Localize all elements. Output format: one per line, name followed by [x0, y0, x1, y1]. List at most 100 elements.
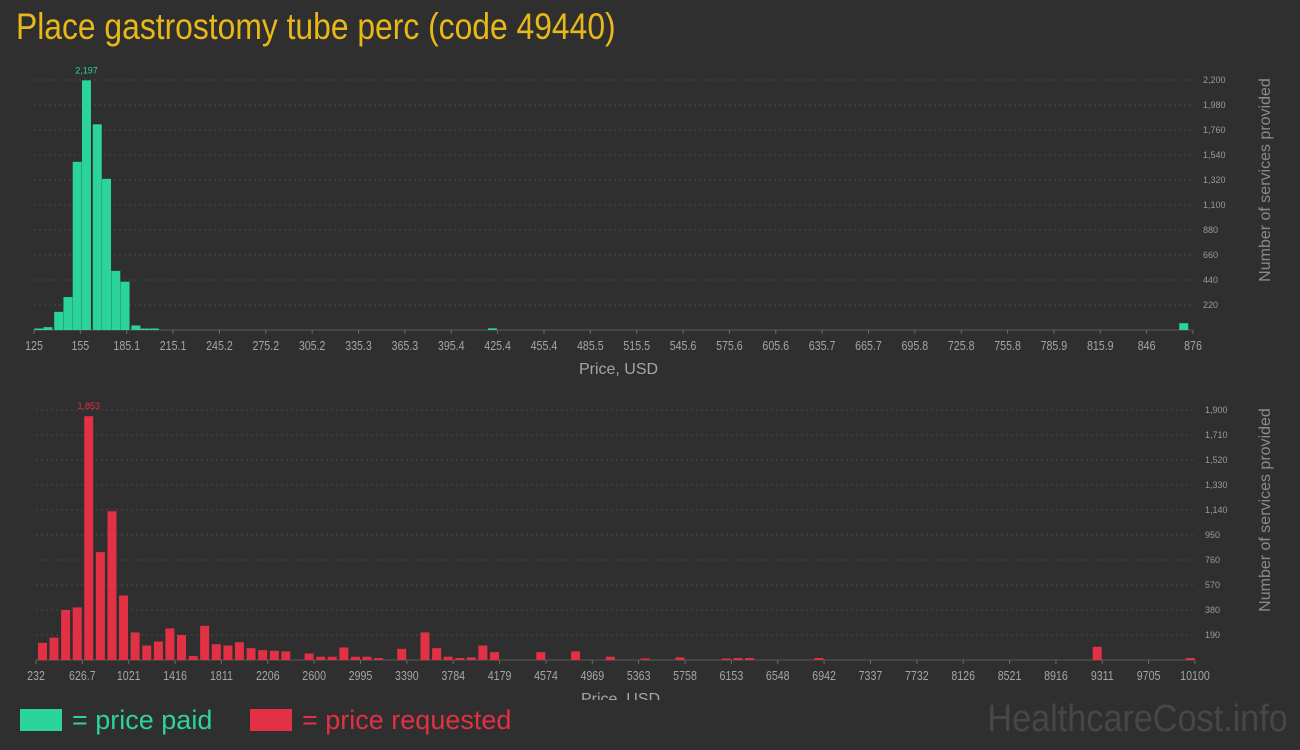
histogram-bar	[721, 658, 731, 660]
x-tick-label: 125	[25, 338, 43, 353]
histogram-bar	[605, 656, 615, 660]
histogram-bar	[107, 511, 117, 660]
x-tick-label: 1811	[210, 668, 233, 683]
histogram-bar	[43, 327, 53, 330]
histogram-bar	[92, 124, 102, 331]
histogram-bar	[733, 658, 743, 660]
x-tick-label: 605.6	[762, 338, 789, 353]
histogram-bar	[131, 325, 141, 330]
x-tick-label: 155	[71, 338, 89, 353]
x-tick-label: 275.2	[252, 338, 279, 353]
x-tick-label: 515.5	[623, 338, 650, 353]
histogram-bar	[316, 656, 326, 660]
y-tick-label: 1,710	[1205, 430, 1228, 440]
histogram-bar	[339, 647, 349, 660]
histogram-bar	[119, 595, 129, 660]
x-tick-label: 545.6	[670, 338, 697, 353]
histogram-bar	[165, 628, 175, 660]
y-tick-label: 440	[1203, 275, 1218, 285]
histogram-bar	[149, 328, 159, 330]
x-tick-label: 425.4	[484, 338, 511, 353]
y-tick-label: 1,100	[1203, 200, 1226, 210]
histogram-bar	[443, 656, 453, 660]
histogram-bar	[350, 656, 360, 660]
x-tick-label: 5758	[673, 668, 697, 683]
x-tick-label: 335.3	[345, 338, 372, 353]
histogram-bar	[130, 632, 140, 660]
histogram-bar	[84, 416, 94, 660]
y-tick-label: 570	[1205, 580, 1220, 590]
x-tick-label: 4969	[580, 668, 604, 683]
x-tick-label: 232	[27, 668, 45, 683]
histogram-bar	[420, 632, 430, 660]
histogram-bar	[455, 658, 465, 660]
histogram-bar	[72, 607, 82, 660]
x-tick-label: 305.2	[299, 338, 326, 353]
requested-histogram: 190 380 570 760 950 1,140 1,330 1,520 1,710 1,900…	[27, 401, 1274, 700]
histogram-bar	[397, 648, 407, 660]
histogram-bar	[153, 641, 163, 660]
legend-paid: = price paid	[20, 704, 213, 735]
y-tick-label: 2,200	[1203, 75, 1226, 85]
histogram-bar	[81, 80, 91, 330]
x-tick-label: 3390	[395, 668, 419, 683]
x-tick-label: 6153	[720, 668, 744, 683]
y-tick-label: 1,760	[1203, 125, 1226, 135]
histogram-bar	[1092, 646, 1102, 660]
histogram-bar	[246, 648, 256, 660]
y-tick-label: 190	[1205, 630, 1220, 640]
brand-watermark: HealthcareCost.info	[987, 698, 1288, 740]
x-tick-label: 4179	[488, 668, 512, 683]
histogram-bar	[54, 311, 64, 330]
histogram-bar	[432, 648, 442, 660]
x-tick-label: 626.7	[69, 668, 96, 683]
x-tick-label: 725.8	[948, 338, 975, 353]
y-tick-label: 760	[1205, 555, 1220, 565]
x-tick-label: 8126	[951, 668, 975, 683]
histogram-bar	[120, 281, 130, 330]
histogram-bar	[304, 653, 314, 660]
histogram-bar	[258, 650, 268, 660]
x-tick-label: 695.8	[902, 338, 929, 353]
histogram-bar	[490, 652, 500, 660]
y-tick-label: 950	[1205, 530, 1220, 540]
y-tick-label: 1,980	[1203, 100, 1226, 110]
x-tick-label: 9311	[1091, 668, 1114, 683]
histogram-bar	[234, 642, 244, 660]
x-tick-label: 7732	[905, 668, 929, 683]
y-tick-label: 880	[1203, 225, 1218, 235]
legend-paid-label: = price paid	[72, 704, 213, 735]
paid-histogram: 220 440 660 880 1,100 1,320 1,540 1,760 1,980 2,2…	[25, 65, 1274, 378]
x-axis-title: Price, USD	[579, 361, 658, 378]
histogram-bar	[37, 642, 47, 660]
histogram-bar	[102, 178, 112, 330]
x-tick-label: 1416	[163, 668, 187, 683]
x-tick-label: 2206	[256, 668, 280, 683]
x-tick-label: 2600	[302, 668, 326, 683]
histogram-bar	[466, 657, 476, 660]
y-tick-label: 1,330	[1205, 480, 1228, 490]
histogram-bar	[177, 635, 187, 660]
x-tick-label: 10100	[1180, 668, 1210, 683]
x-tick-label: 215.1	[160, 338, 187, 353]
histogram-bar	[327, 656, 337, 660]
x-tick-label: 245.2	[206, 338, 233, 353]
x-tick-label: 785.9	[1041, 338, 1068, 353]
histogram-bar	[223, 645, 233, 660]
x-tick-label: 9705	[1137, 668, 1161, 683]
histogram-bar	[72, 161, 82, 330]
peak-value-label: 2,197	[75, 65, 98, 75]
x-tick-label: 365.3	[392, 338, 419, 353]
x-tick-label: 2995	[349, 668, 373, 683]
histogram-bar	[142, 645, 152, 660]
histogram-bar	[140, 328, 150, 330]
x-tick-label: 8916	[1044, 668, 1068, 683]
histogram-bar	[536, 652, 546, 660]
x-tick-label: 185.1	[113, 338, 140, 353]
y-axis-title: Number of services provided	[1257, 78, 1274, 282]
x-tick-label: 3784	[441, 668, 465, 683]
legend-requested-label: = price requested	[302, 704, 512, 735]
y-tick-label: 1,140	[1205, 505, 1228, 515]
x-tick-label: 8521	[998, 668, 1022, 683]
histogram-bar	[374, 658, 384, 660]
